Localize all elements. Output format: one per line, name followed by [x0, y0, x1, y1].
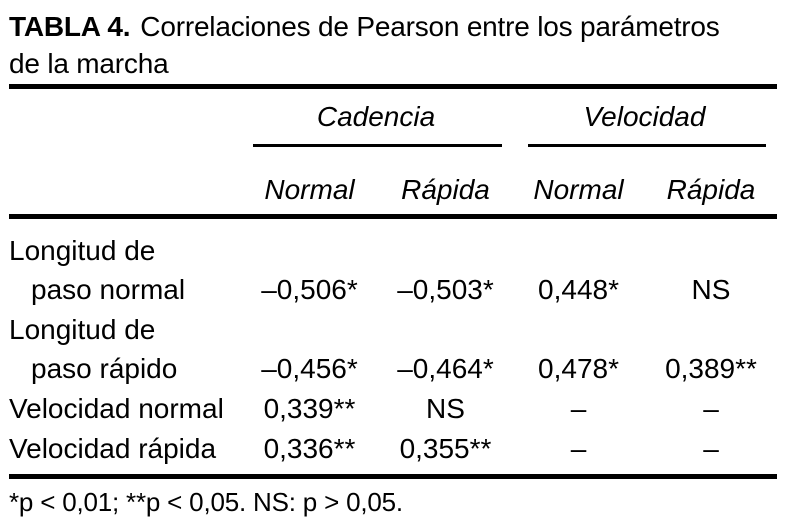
table-number: TABLA 4. — [9, 11, 131, 42]
row-label-longitud-paso-normal: Longitud de paso normal — [9, 231, 240, 309]
table-cell: 0,478* — [538, 353, 619, 384]
table-title-line2: de la marcha — [9, 48, 169, 79]
table-cell: – — [570, 433, 587, 464]
col-header-cadencia-rapida: Rápida — [401, 174, 490, 205]
group-underline-cadencia — [253, 144, 502, 147]
col-header-velocidad-rapida: Rápida — [666, 174, 756, 205]
table-body: Longitud de paso normal –0,506* –0,503* … — [9, 219, 777, 468]
sub-header-row: Normal Rápida Normal Rápida — [9, 162, 777, 204]
table-cell: –0,456* — [261, 353, 358, 384]
significance-footnote: *p < 0,01; **p < 0,05. NS: p > 0,05. — [9, 487, 403, 517]
column-group-label: Cadencia — [316, 101, 436, 132]
table-cell: – — [703, 433, 719, 464]
top-rule — [9, 84, 777, 89]
table-cell: 0,389** — [665, 353, 757, 384]
table-cell: 0,355** — [399, 433, 492, 464]
row-label-velocidad-normal: Velocidad normal — [9, 393, 224, 424]
row-label-line2: paso rápido — [31, 353, 178, 384]
row-label-line2: paso normal — [31, 274, 186, 305]
table-cell: NS — [426, 393, 465, 424]
table-title-text: Correlaciones de Pearson entre los parám… — [140, 11, 720, 42]
table-cell: –0,503* — [397, 274, 494, 305]
col-header-cadencia-normal: Normal — [264, 174, 355, 205]
bottom-rule — [9, 474, 777, 479]
column-group-label: Velocidad — [583, 101, 706, 132]
row-label-line1: Longitud de — [9, 235, 156, 266]
table-cell: –0,464* — [397, 353, 494, 384]
header-rule — [9, 214, 777, 219]
table-cell: NS — [691, 274, 731, 305]
column-group-header-row: Cadencia Velocidad — [9, 89, 777, 147]
column-group-velocidad: Velocidad — [512, 102, 777, 147]
table-cell: 0,336** — [263, 433, 356, 464]
row-label-longitud-paso-rapido: Longitud de paso rápido — [9, 310, 240, 388]
table-cell: – — [703, 393, 719, 424]
table-cell: – — [570, 393, 587, 424]
group-underline-velocidad — [528, 144, 766, 147]
table-cell: –0,506* — [261, 274, 358, 305]
col-header-velocidad-normal: Normal — [533, 174, 624, 205]
table-title: TABLA 4. Correlaciones de Pearson entre l… — [9, 8, 777, 82]
row-label-line1: Longitud de — [9, 314, 156, 345]
row-label-velocidad-rapida: Velocidad rápida — [9, 433, 217, 464]
table-cell: 0,448* — [538, 274, 619, 305]
table-cell: 0,339** — [263, 393, 356, 424]
column-group-cadencia: Cadencia — [240, 102, 512, 147]
row-label-header-spacer — [9, 175, 240, 204]
